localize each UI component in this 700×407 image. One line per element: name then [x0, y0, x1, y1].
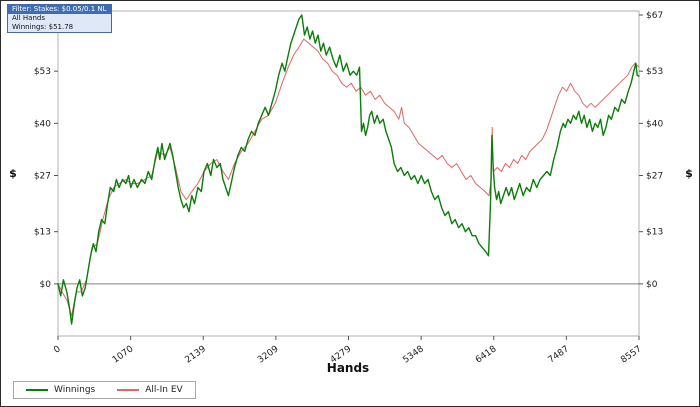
x-tick-label: 0 — [52, 344, 63, 356]
y-tick-label: $13 — [646, 228, 663, 238]
x-tick-label: 3209 — [256, 344, 281, 365]
y-tick-label: $40 — [646, 119, 663, 129]
filter-info-box[interactable]: Filter: Stakes: $0.05/0.1 NL All Hands W… — [7, 4, 112, 33]
x-tick-label: 5348 — [401, 344, 426, 365]
y-tick-label: $27 — [646, 172, 663, 182]
x-tick-label: 8557 — [619, 344, 643, 365]
y-tick-label: $67 — [646, 11, 663, 21]
x-tick-label: 1070 — [111, 344, 136, 365]
legend-label-allin-ev: All-In EV — [145, 385, 183, 395]
legend-label-winnings: Winnings — [54, 385, 96, 395]
winnings-chart: $0 $13 $27 $40 $53 $67 $0 $13 $27 $40 $53 $67 0 107… — [9, 10, 693, 375]
filter-winnings-line: Winnings: $51.78 — [12, 23, 74, 31]
chart-series — [57, 14, 640, 325]
y-tick-label: $53 — [646, 67, 663, 77]
x-tick-label: 6418 — [474, 344, 499, 365]
legend-item-winnings[interactable]: Winnings — [26, 385, 95, 395]
y-tick-label: $53 — [34, 67, 51, 77]
y-axis-right: $0 $13 $27 $40 $53 $67 — [639, 11, 663, 290]
y-tick-label: $27 — [34, 172, 51, 182]
y-axis-title-right: $ — [685, 167, 693, 180]
y-tick-label: $0 — [646, 280, 658, 290]
y-tick-label: $13 — [34, 228, 51, 238]
filter-hands-line: All Hands — [12, 14, 45, 22]
x-axis-title: Hands — [327, 361, 369, 375]
winnings-line-swatch — [26, 389, 48, 391]
allin-ev-line-swatch — [117, 389, 140, 391]
chart-legend: Winnings All-In EV — [13, 381, 196, 399]
y-axis-left: $0$13$27$40$53$67 — [34, 11, 58, 290]
y-axis-title-left: $ — [9, 167, 17, 180]
filter-stakes-line: Filter: Stakes: $0.05/0.1 NL — [8, 5, 111, 14]
winnings-line — [57, 14, 640, 325]
plot-border — [57, 10, 640, 337]
y-tick-label: $40 — [34, 119, 51, 129]
all-in-ev-line — [57, 38, 640, 317]
x-tick-label: 7487 — [547, 344, 571, 365]
x-tick-label: 2139 — [183, 344, 208, 365]
y-tick-label: $0 — [40, 280, 52, 290]
legend-item-allin-ev[interactable]: All-In EV — [117, 385, 183, 395]
